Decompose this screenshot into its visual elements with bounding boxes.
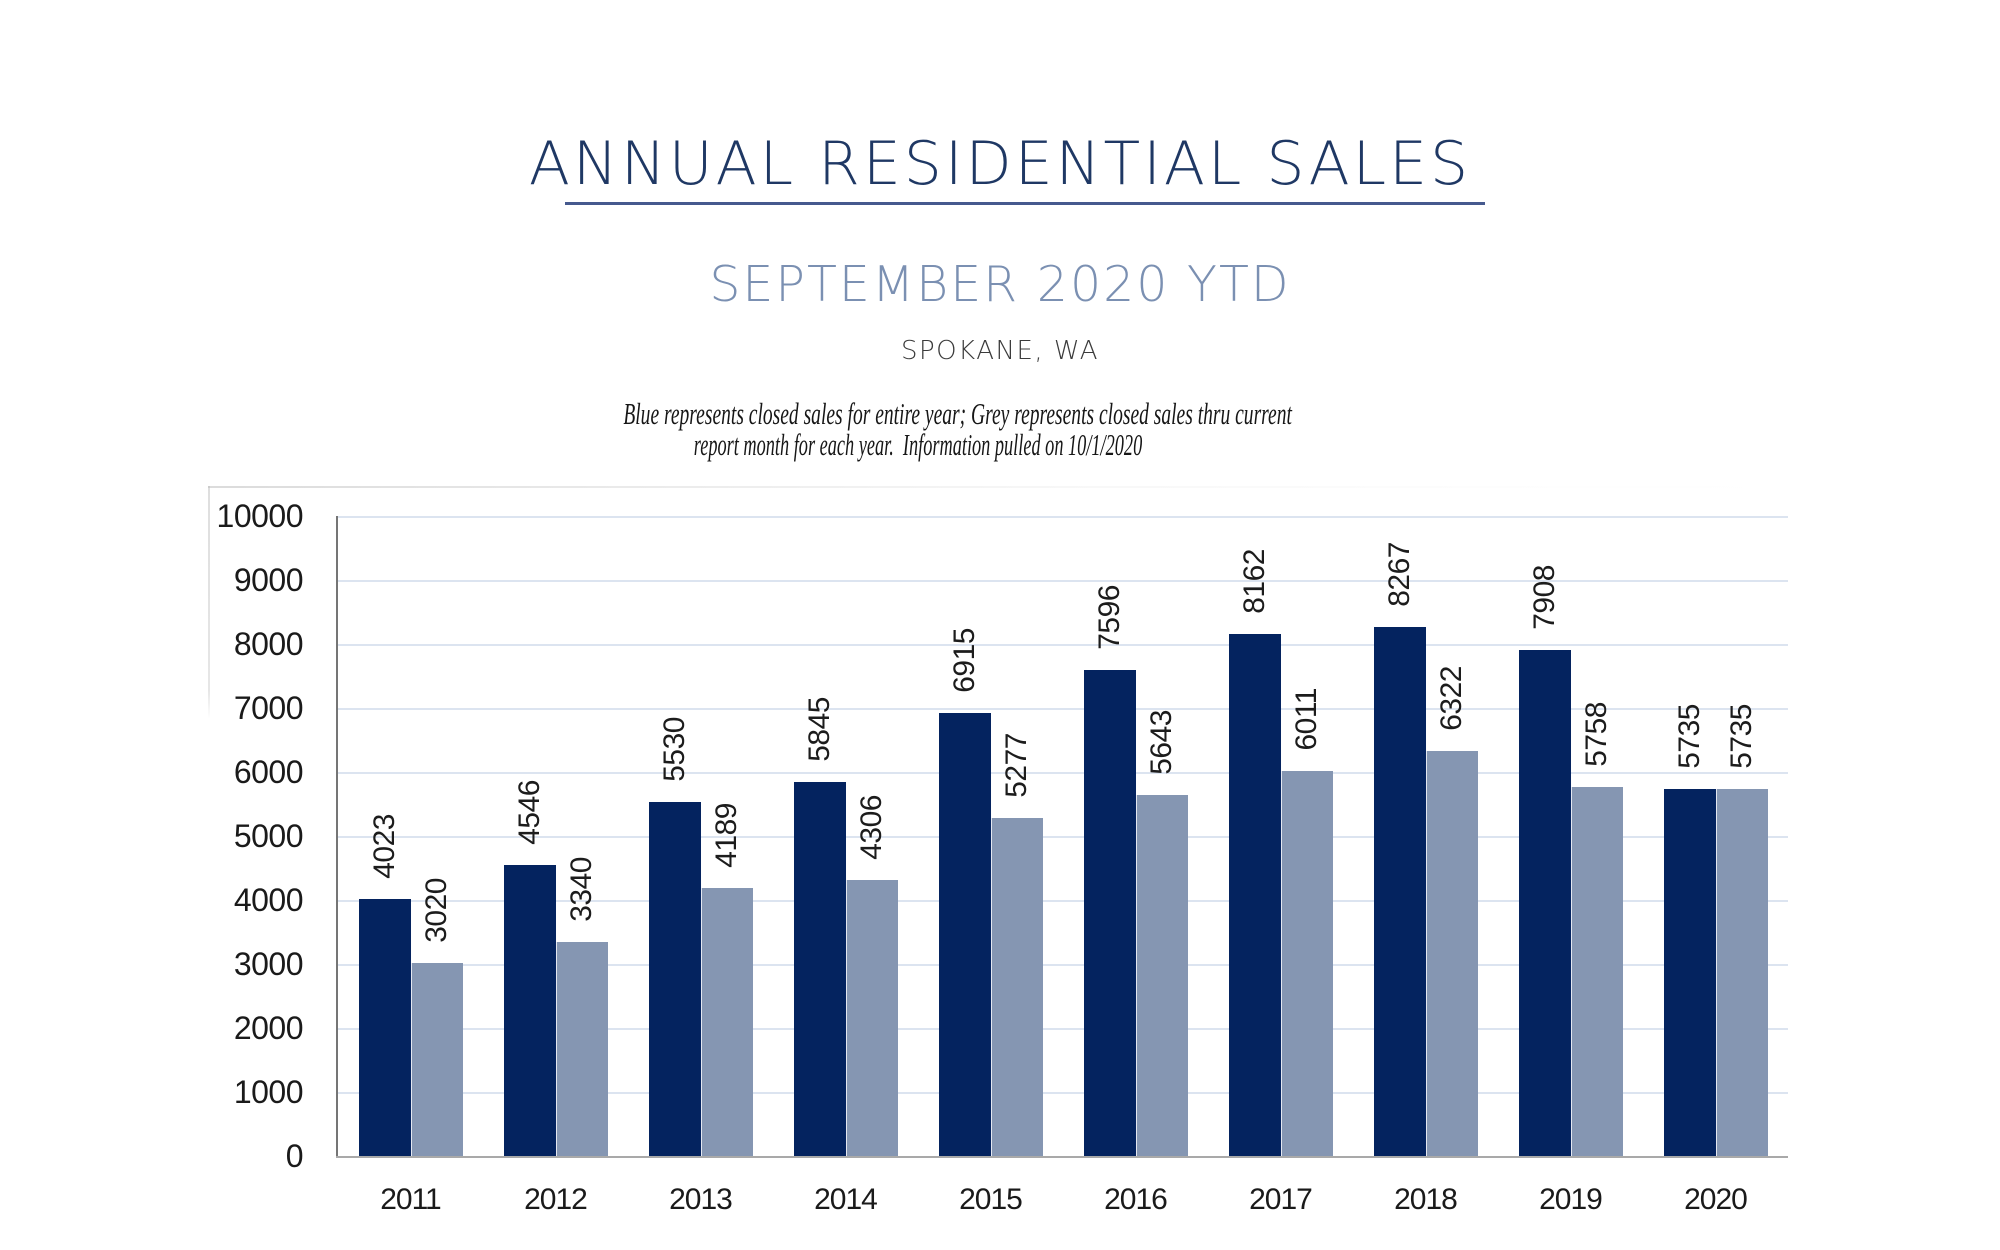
bar-value-label: 5845 (802, 697, 836, 762)
gridline (338, 772, 1788, 774)
bar-2019-ytd (1570, 787, 1623, 1156)
chart-frame-left-edge (208, 486, 210, 719)
chart-frame-top-edge (208, 486, 1786, 488)
bar-value-label: 7596 (1092, 585, 1126, 650)
bar-value-label: 5735 (1672, 704, 1706, 769)
bar-2016-ytd (1135, 795, 1188, 1156)
gridline (338, 516, 1788, 518)
gridline (338, 580, 1788, 582)
bar-2019-full-year (1518, 650, 1571, 1156)
bar-2014-full-year (793, 782, 846, 1156)
legend-note-line1: Blue represents closed sales for entire … (623, 396, 1293, 431)
location-label: SPOKANE, WA (900, 336, 1099, 366)
bar-value-label: 6322 (1434, 666, 1468, 731)
gridline (338, 1028, 1788, 1030)
bar-2017-full-year (1228, 634, 1281, 1156)
y-tick-label: 1000 (233, 1074, 304, 1110)
x-axis-label-2018: 2018 (1394, 1183, 1458, 1216)
gridline (338, 964, 1788, 966)
bar-value-label: 5735 (1724, 704, 1758, 769)
x-axis-label-2015: 2015 (959, 1183, 1023, 1216)
gridline (338, 836, 1788, 838)
bar-2020-full-year (1663, 789, 1716, 1156)
x-axis-label-2012: 2012 (524, 1183, 588, 1216)
y-tick-label: 7000 (233, 690, 304, 726)
x-axis-label-2011: 2011 (380, 1183, 442, 1216)
bar-2015-ytd (990, 818, 1043, 1156)
x-axis-label-2019: 2019 (1539, 1183, 1603, 1216)
gridline (338, 900, 1788, 902)
bar-value-label: 8267 (1382, 542, 1416, 607)
y-tick-label: 10000 (216, 498, 304, 534)
bar-2012-full-year (503, 865, 556, 1156)
bar-value-label: 4306 (854, 795, 888, 860)
bar-value-label: 4546 (512, 780, 546, 845)
bar-2015-full-year (938, 713, 991, 1156)
bar-2011-full-year (358, 899, 411, 1156)
x-axis-line (336, 1156, 1788, 1158)
bar-value-label: 3020 (419, 878, 453, 943)
y-tick-label: 2000 (233, 1010, 304, 1046)
bar-2016-full-year (1083, 670, 1136, 1156)
bar-2013-ytd (700, 888, 753, 1156)
bar-value-label: 5277 (999, 733, 1033, 798)
gridline (338, 708, 1788, 710)
bar-value-label: 6915 (947, 628, 981, 693)
y-axis-line (336, 516, 338, 1157)
legend-note-line2: report month for each year. Information … (693, 427, 1143, 462)
y-tick-label: 5000 (233, 818, 304, 854)
bar-2014-ytd (845, 880, 898, 1156)
bar-value-label: 4189 (709, 803, 743, 868)
bar-2011-ytd (410, 963, 463, 1156)
bar-value-label: 4023 (367, 814, 401, 879)
bar-2012-ytd (555, 942, 608, 1156)
bar-value-label: 5530 (657, 717, 691, 782)
bar-value-label: 5643 (1144, 710, 1178, 775)
bar-value-label: 7908 (1527, 565, 1561, 630)
title-underline (565, 202, 1485, 205)
x-axis-label-2013: 2013 (669, 1183, 733, 1216)
bar-value-label: 3340 (564, 857, 598, 922)
y-tick-label: 4000 (233, 882, 304, 918)
bar-value-label: 6011 (1289, 688, 1323, 751)
x-axis-label-2020: 2020 (1684, 1183, 1748, 1216)
bar-value-label: 8162 (1237, 549, 1271, 614)
bar-2020-ytd (1715, 789, 1768, 1156)
bar-2018-full-year (1373, 627, 1426, 1156)
bar-2013-full-year (648, 802, 701, 1156)
y-tick-label: 9000 (233, 562, 304, 598)
x-axis-label-2017: 2017 (1249, 1183, 1313, 1216)
y-tick-label: 6000 (233, 754, 304, 790)
x-axis-label-2016: 2016 (1104, 1183, 1168, 1216)
page-title: ANNUAL RESIDENTIAL SALES (528, 129, 1472, 199)
bar-2017-ytd (1280, 771, 1333, 1156)
x-axis-label-2014: 2014 (814, 1183, 878, 1216)
y-tick-label: 8000 (233, 626, 304, 662)
bar-value-label: 5758 (1579, 702, 1613, 767)
gridline (338, 1092, 1788, 1094)
y-tick-label: 3000 (233, 946, 304, 982)
y-tick-label: 0 (285, 1138, 304, 1174)
bar-2018-ytd (1425, 751, 1478, 1156)
report-period-subtitle: SEPTEMBER 2020 YTD (709, 256, 1291, 313)
gridline (338, 644, 1788, 646)
